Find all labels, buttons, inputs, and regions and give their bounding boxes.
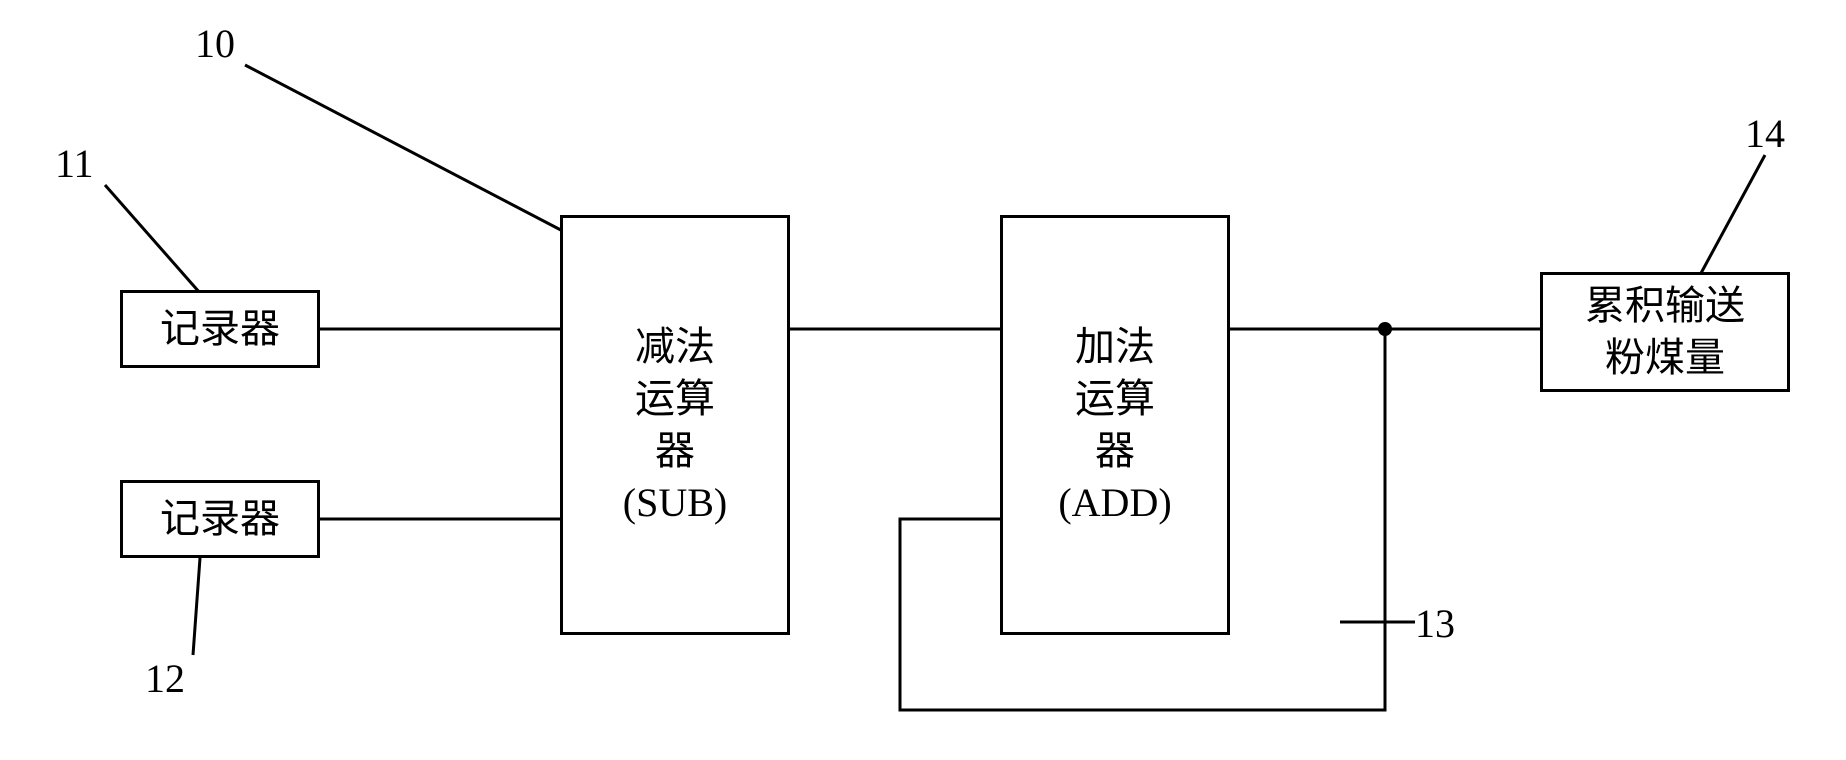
recorder-1-box: 记录器	[120, 290, 320, 368]
recorder-2-text: 记录器	[160, 493, 280, 545]
leader-11	[105, 185, 200, 293]
leader-10	[245, 65, 580, 240]
recorder-1-text: 记录器	[160, 303, 280, 355]
callout-13: 13	[1415, 600, 1455, 647]
adder-text: 加法 运算 器 (ADD)	[1058, 321, 1171, 529]
callout-14: 14	[1745, 110, 1785, 157]
accumulator-text: 累积输送 粉煤量	[1585, 280, 1745, 384]
adder-box: 加法 运算 器 (ADD)	[1000, 215, 1230, 635]
callout-10: 10	[195, 20, 235, 67]
subtractor-text: 减法 运算 器 (SUB)	[623, 321, 727, 529]
recorder-2-box: 记录器	[120, 480, 320, 558]
callout-11: 11	[55, 140, 94, 187]
accumulator-box: 累积输送 粉煤量	[1540, 272, 1790, 392]
subtractor-box: 减法 运算 器 (SUB)	[560, 215, 790, 635]
leader-14	[1700, 155, 1765, 275]
junction-dot	[1378, 322, 1392, 336]
leader-12	[193, 558, 200, 655]
callout-12: 12	[145, 655, 185, 702]
